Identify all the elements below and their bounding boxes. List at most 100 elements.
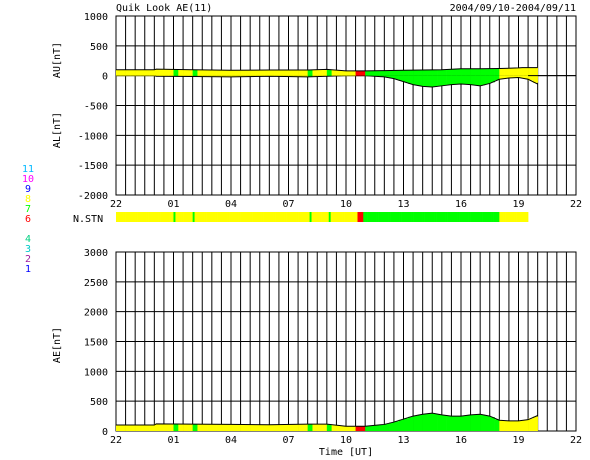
station-segment: [407, 212, 410, 222]
al-series-fill: [494, 75, 500, 81]
au-al-xtick-label: 10: [340, 199, 352, 210]
station-segment: [411, 212, 414, 222]
station-segment: [152, 212, 155, 222]
au-series-fill: [211, 70, 217, 76]
au-series-fill: [173, 69, 179, 76]
station-segment: [376, 212, 379, 222]
station-segment: [422, 212, 425, 222]
station-segment: [409, 212, 412, 222]
au-series-fill: [437, 69, 443, 76]
al-series-fill: [470, 75, 476, 85]
al-series-fill: [221, 75, 227, 77]
au-series-fill: [393, 70, 400, 76]
ae-series-fill: [173, 424, 179, 431]
ae-series-fill: [341, 425, 347, 431]
au-series-fill: [528, 67, 534, 76]
station-segment: [426, 212, 429, 222]
ae-series-fill: [298, 424, 304, 431]
au-series-fill: [465, 68, 471, 76]
au-series-fill: [398, 70, 404, 76]
ae-xtick-label: 19: [512, 435, 524, 446]
station-segment: [470, 212, 473, 222]
legend-label-8: 8: [25, 194, 31, 205]
ae-series-fill: [221, 424, 227, 431]
au-series-fill: [298, 69, 304, 76]
al-series-fill: [417, 75, 423, 86]
station-segment: [516, 212, 519, 222]
station-segment: [236, 212, 239, 222]
station-segment: [505, 212, 508, 222]
au-series-fill: [355, 70, 361, 76]
station-segment: [119, 212, 123, 222]
au-series-fill: [216, 70, 222, 76]
al-series-fill: [384, 75, 390, 78]
station-segment: [326, 212, 330, 222]
station-segment: [158, 212, 161, 222]
au-series-fill: [278, 69, 285, 76]
au-series-fill: [403, 70, 409, 76]
ae-series-fill: [489, 417, 495, 431]
ae-xtick-label: 22: [110, 435, 122, 446]
ae-ytick-label: 1500: [84, 338, 108, 349]
station-segment: [484, 212, 487, 222]
station-segment: [211, 212, 215, 222]
station-segment: [522, 212, 525, 222]
station-segment: [229, 212, 232, 222]
au-series-fill: [183, 69, 189, 76]
station-segment: [190, 212, 193, 222]
ae-series-fill: [322, 424, 328, 431]
ae-series-fill: [523, 419, 529, 431]
legend-label-6: 6: [25, 214, 31, 225]
legend-label-9: 9: [25, 184, 31, 195]
au-al-ytick-label: -1500: [78, 161, 108, 172]
au-series-fill: [130, 69, 136, 76]
station-segment: [116, 212, 119, 222]
station-segment: [280, 212, 284, 222]
station-segment: [501, 212, 504, 222]
ae-series-fill: [408, 416, 414, 431]
ae-series-fill: [235, 424, 241, 431]
au-series-fill: [379, 70, 385, 76]
station-segment: [271, 212, 274, 222]
ae-series-fill: [269, 424, 275, 431]
legend-label-7: 7: [25, 204, 31, 215]
ae-series-fill: [216, 424, 222, 431]
station-segment: [154, 212, 157, 222]
au-series-line: [116, 67, 538, 72]
ae-series-fill: [494, 419, 500, 431]
au-series-fill: [288, 69, 294, 76]
station-segment: [194, 212, 197, 222]
station-segment: [307, 212, 310, 222]
al-series-fill: [432, 75, 438, 87]
ae-series-fill: [499, 420, 505, 431]
al-series-fill: [441, 75, 447, 86]
station-segment: [213, 212, 216, 222]
au-series-fill: [470, 68, 476, 76]
ae-ytick-label: 1000: [84, 367, 108, 378]
ae-series-fill: [365, 426, 371, 431]
au-series-fill: [116, 69, 122, 76]
station-segment: [432, 212, 435, 222]
station-count-bar: N.STN: [73, 212, 529, 225]
station-segment: [497, 212, 500, 222]
station-segment: [520, 212, 523, 222]
ae-series-fill: [139, 425, 146, 431]
station-segment: [413, 212, 416, 222]
station-segment: [449, 212, 452, 222]
au-al-xtick-label: 22: [570, 199, 582, 210]
station-segment: [125, 212, 128, 222]
ae-series-fill: [475, 414, 481, 431]
station-segment: [321, 212, 324, 222]
au-series-fill: [317, 69, 323, 76]
al-series-fill: [484, 75, 491, 85]
au-series-fill: [269, 69, 275, 76]
station-segment: [510, 212, 514, 222]
station-segment: [209, 212, 213, 222]
station-segment: [508, 212, 512, 222]
ae-series-fill: [422, 413, 428, 431]
station-segment: [382, 212, 385, 222]
au-series-fill: [523, 67, 529, 76]
al-series-fill: [398, 75, 404, 81]
ae-series-fill: [288, 424, 294, 431]
